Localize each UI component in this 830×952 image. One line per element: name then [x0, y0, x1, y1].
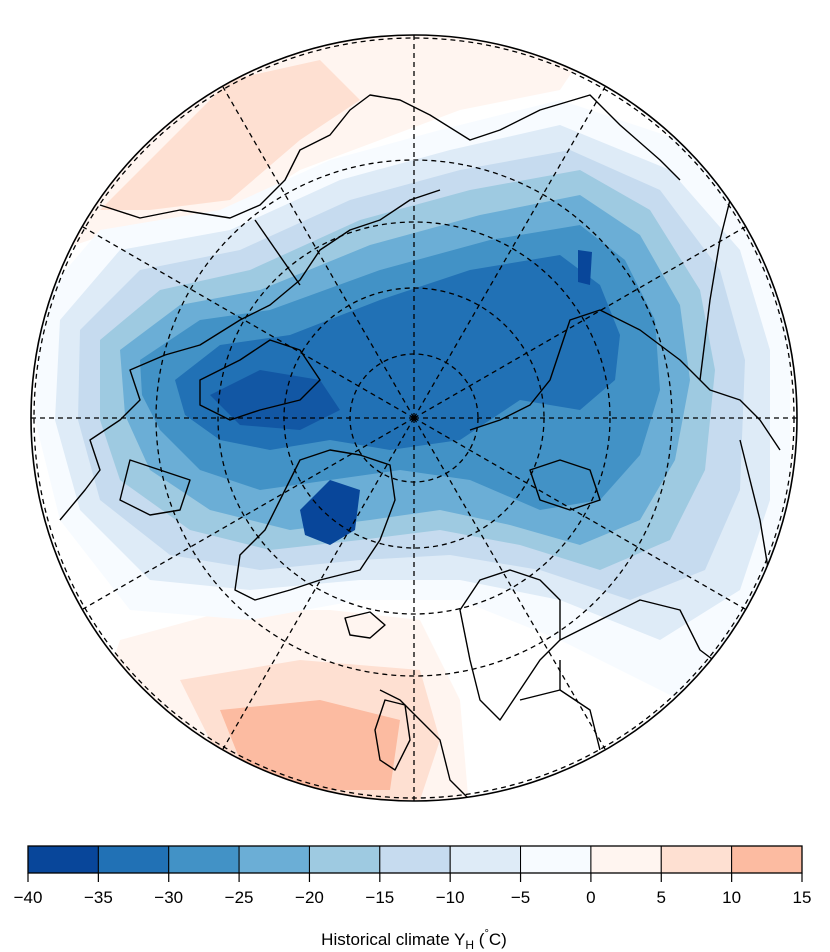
- cold-core-greenland: [300, 480, 360, 545]
- meridian-240: [82, 417, 415, 610]
- colorbar-bin-9: [660, 845, 733, 874]
- colorbar-tick-label-5: −15: [365, 888, 394, 907]
- latitude-circle-3: [217, 221, 611, 615]
- colorbar-bin-7: [520, 845, 592, 874]
- colorbar-bin-10: [731, 845, 803, 874]
- colorbar-tick-label-9: 5: [657, 888, 666, 907]
- meridian-30: [413, 86, 606, 419]
- coastline-north-america: [59, 189, 441, 521]
- meridian-210: [222, 417, 415, 750]
- warm-region-pacific-inner: [100, 60, 360, 210]
- meridian-300: [82, 226, 415, 419]
- meridian-330: [222, 86, 415, 419]
- colorbar-tick-label-0: −40: [14, 888, 43, 907]
- coastlines: [59, 94, 781, 801]
- colorbar-bin-3: [238, 845, 310, 874]
- meridian-120: [413, 417, 746, 610]
- colorbar-tick-label-1: −35: [84, 888, 113, 907]
- coastline-novaya-zemlya: [529, 459, 601, 511]
- coastline-alaska: [99, 94, 681, 219]
- coastline-british-isles: [374, 699, 411, 771]
- coastline-greenland: [234, 449, 396, 601]
- meridians: [31, 35, 797, 801]
- meridian-150: [413, 417, 606, 750]
- colorbar-tick-label-8: 0: [586, 888, 595, 907]
- colorbar-tick-label-3: −25: [225, 888, 254, 907]
- colorbar-bin-2: [168, 845, 240, 874]
- colorbar: −40 −35 −30 −25 −20 −15 −10 −5 0 5 10 15 Historical…: [14, 845, 812, 952]
- colorbar-bin-1: [97, 845, 170, 874]
- coastline-iceland: [344, 611, 386, 639]
- colorbar-bin-6: [449, 845, 522, 874]
- border-alaska-canada: [254, 219, 301, 286]
- coastline-hudson-bay: [119, 459, 191, 516]
- colorbar-ticks: −40 −35 −30 −25 −20 −15 −10 −5 0 5 10 15: [14, 873, 812, 907]
- warm-region-atlantic-core: [220, 700, 400, 790]
- temperature-field: [35, 35, 790, 801]
- meridian-60: [413, 226, 746, 419]
- coastline-arctic-islands: [199, 339, 321, 421]
- colorbar-tick-label-6: −10: [436, 888, 465, 907]
- coastline-siberia: [469, 309, 781, 451]
- colorbar-bins: [27, 845, 803, 874]
- colorbar-tick-label-2: −30: [154, 888, 183, 907]
- colorbar-bin-5: [379, 845, 451, 874]
- colorbar-bin-0: [27, 845, 99, 874]
- colorbar-tick-label-11: 15: [793, 888, 812, 907]
- colorbar-tick-label-4: −20: [295, 888, 324, 907]
- map-outline: [30, 34, 798, 802]
- cold-core-siberia: [578, 250, 592, 285]
- colorbar-tick-label-7: −5: [511, 888, 530, 907]
- colorbar-tick-label-10: 10: [722, 888, 741, 907]
- colorbar-bin-4: [308, 845, 381, 874]
- colorbar-bin-8: [590, 845, 662, 874]
- map-disc: [30, 34, 798, 802]
- latitude-circle-4: [155, 159, 673, 677]
- colorbar-title: Historical climate YH (°C): [321, 928, 507, 952]
- border-russia: [559, 599, 741, 681]
- colorbar-frame: [27, 845, 803, 874]
- border-europe-1: [519, 689, 601, 751]
- coastline-scandinavia: [459, 569, 561, 721]
- cold-core-arctic: [210, 370, 340, 430]
- border-asia: [699, 199, 731, 381]
